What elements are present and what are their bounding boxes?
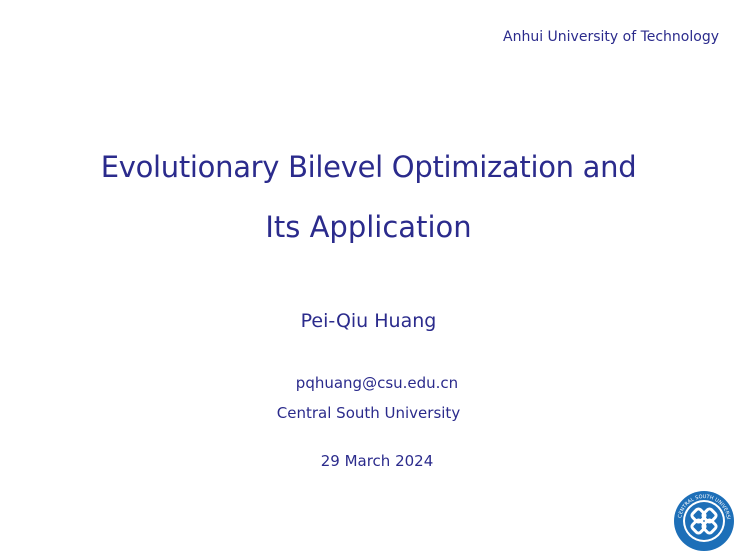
slide-title-line-2: Its Application	[265, 210, 472, 244]
slide-title-line-1: Evolutionary Bilevel Optimization and	[100, 150, 637, 184]
presentation-date: 29 March 2024	[320, 452, 434, 470]
author-name: Pei-Qiu Huang	[300, 310, 437, 332]
author-email: pqhuang@csu.edu.cn	[295, 374, 459, 392]
host-institution: Anhui University of Technology	[503, 29, 719, 45]
author-affiliation: Central South University	[276, 404, 461, 422]
university-logo: CENTRAL SOUTH UNIVERSITY	[673, 490, 734, 551]
